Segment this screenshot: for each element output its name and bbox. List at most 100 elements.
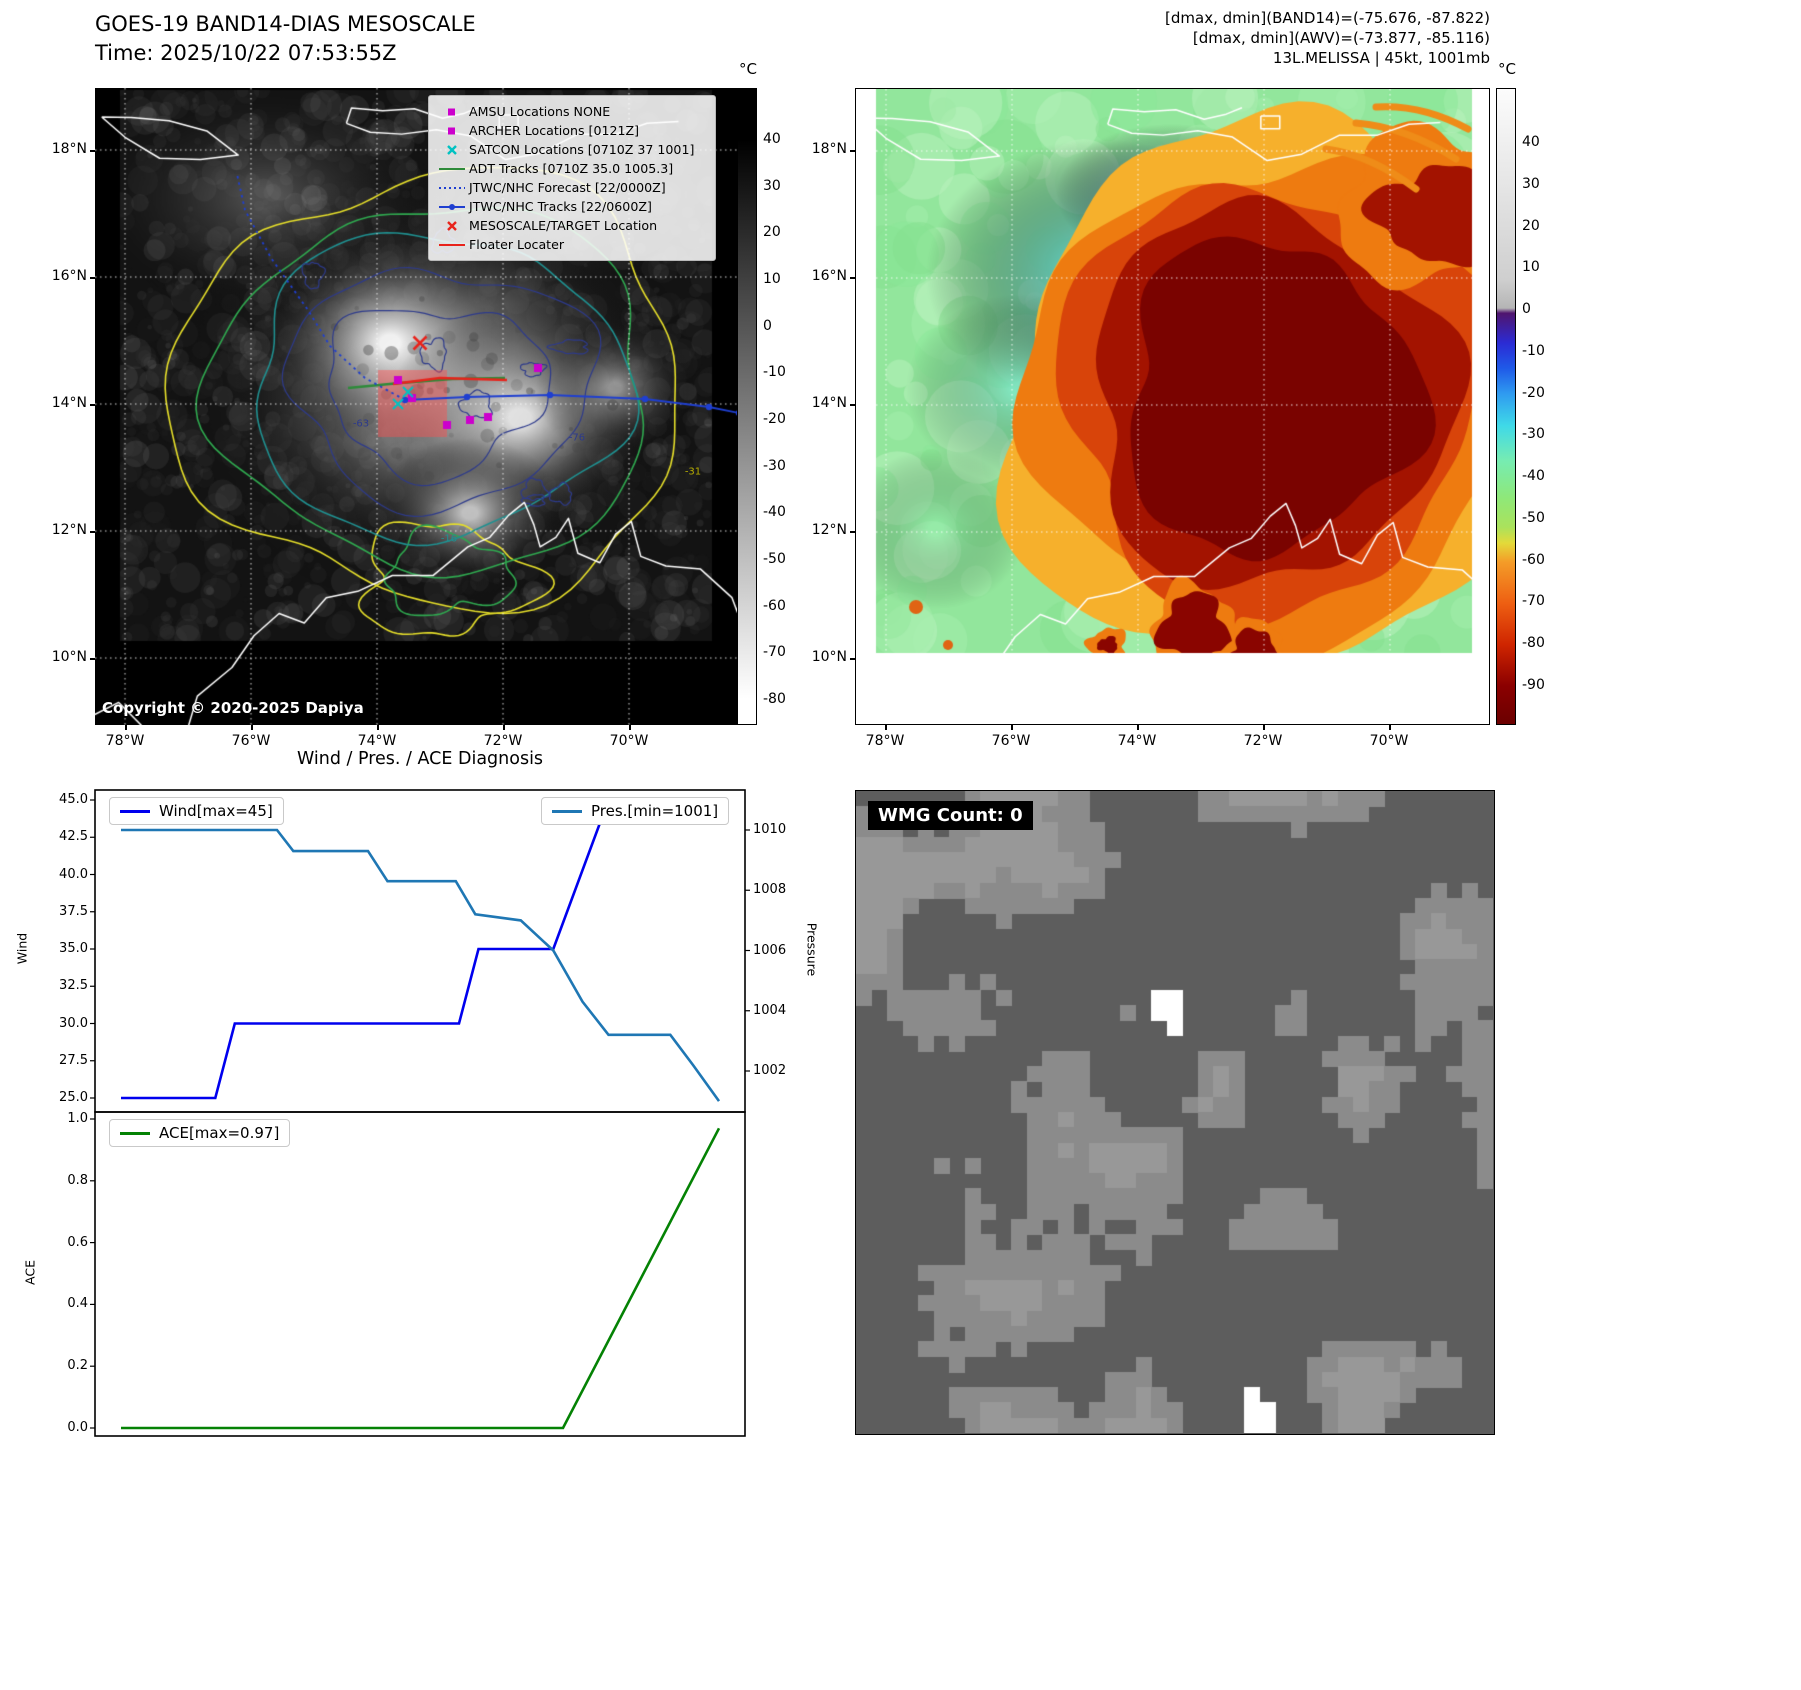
diagnosis-title: Wind / Pres. / ACE Diagnosis (296, 749, 544, 769)
awv-colorbar-tick-label: -40 (1522, 468, 1545, 484)
pressure-tick-label: 1010 (753, 822, 787, 837)
square-magenta-icon (437, 105, 469, 119)
legend-item-label: JTWC/NHC Tracks [22/0600Z] (469, 199, 652, 214)
awv-lat-tick-label: 14°N (811, 395, 847, 411)
band14-colorbar-tick-label: -80 (763, 691, 786, 707)
awv-lon-tick-label: 72°W (1243, 733, 1283, 749)
legend-item: JTWC/NHC Tracks [22/0600Z] (437, 197, 707, 216)
ace-tick-label: 0.2 (67, 1358, 88, 1373)
awv-lon-tick-mark (1263, 725, 1265, 730)
legend-item: MESOSCALE/TARGET Location (437, 216, 707, 235)
legend-item: JTWC/NHC Forecast [22/0000Z] (437, 178, 707, 197)
awv-lon-tick-label: 70°W (1369, 733, 1409, 749)
pressure-tick-label: 1002 (753, 1063, 787, 1078)
band14-lon-tick-mark (503, 725, 505, 730)
ace-axis-label: ACE (22, 1260, 38, 1285)
x-red-icon (437, 219, 469, 233)
awv-colorbar (1496, 88, 1516, 725)
band14-colorbar-tick-label: -30 (763, 458, 786, 474)
contour-label: -16 (440, 533, 458, 545)
copyright-text: Copyright © 2020-2025 Dapiya (102, 699, 364, 717)
ace-line-sample-icon (120, 1131, 150, 1135)
band14-lat-tick-mark (90, 150, 95, 152)
awv-lat-tick-label: 16°N (811, 268, 847, 284)
storm-status-line: 13L.MELISSA | 45kt, 1001mb (1272, 49, 1490, 67)
wind-tick-label: 35.0 (59, 941, 88, 956)
band14-colorbar-tick-label: -60 (763, 598, 786, 614)
pressure-tick-label: 1008 (753, 882, 787, 897)
awv-lat-tick-mark (850, 404, 855, 406)
legend-item: Floater Locater (437, 235, 707, 254)
band14-lat-tick-label: 14°N (51, 395, 87, 411)
legend-item-label: SATCON Locations [0710Z 37 1001] (469, 142, 695, 157)
awv-colorbar-tick-label: 40 (1522, 134, 1540, 150)
dmax-dmin-awv-line: [dmax, dmin](AWV)=(-73.877, -85.116) (1192, 29, 1490, 47)
line-green-icon (437, 162, 469, 176)
wind-tick-label: 27.5 (59, 1053, 88, 1068)
pressure-line-sample-icon (552, 809, 582, 813)
awv-colorbar-tick-label: -70 (1522, 593, 1545, 609)
awv-colorbar-tick-label: 0 (1522, 301, 1531, 317)
contour-label: -76 (568, 432, 586, 444)
band14-colorbar-tick-label: -20 (763, 411, 786, 427)
awv-colorbar-tick-label: -50 (1522, 510, 1545, 526)
band14-lat-tick-mark (90, 404, 95, 406)
band14-lon-tick-label: 78°W (105, 733, 145, 749)
wmg-count-label: WMG Count: 0 (868, 801, 1033, 830)
awv-lat-tick-label: 18°N (811, 141, 847, 157)
wind-axis-label: Wind (14, 932, 30, 965)
legend-item: ARCHER Locations [0121Z] (437, 121, 707, 140)
ace-tick-label: 1.0 (67, 1111, 88, 1126)
ace-tick-label: 0.6 (67, 1235, 88, 1250)
x-cyan-icon (437, 143, 469, 157)
band14-lon-tick-label: 76°W (231, 733, 271, 749)
wind-tick-label: 45.0 (59, 792, 88, 807)
contour-label: -31 (684, 466, 702, 478)
awv-lon-tick-mark (1137, 725, 1139, 730)
contour-label: -63 (352, 418, 370, 430)
band14-lat-tick-mark (90, 658, 95, 660)
awv-lat-tick-label: 10°N (811, 649, 847, 665)
wind-line-sample-icon (120, 809, 150, 813)
band14-colorbar-tick-label: 0 (763, 318, 772, 334)
wind-tick-label: 32.5 (59, 978, 88, 993)
pressure-tick-label: 1006 (753, 943, 787, 958)
wind-tick-label: 40.0 (59, 867, 88, 882)
band14-lon-tick-mark (377, 725, 379, 730)
band14-map: -76 -63 -31 -16 AMSU Locations NONE ARCHER L… (95, 88, 737, 725)
band14-colorbar-tick-label: 40 (763, 131, 781, 147)
wmg-panel: WMG Count: 0 (855, 790, 1495, 1435)
awv-satellite-image (856, 89, 1489, 724)
awv-lat-tick-label: 12°N (811, 522, 847, 538)
square-magenta-icon (437, 124, 469, 138)
line-red-icon (437, 238, 469, 252)
band14-lon-tick-mark (251, 725, 253, 730)
line-dot-blue-icon (437, 200, 469, 214)
dotted-blue-icon (437, 181, 469, 195)
band14-lat-tick-mark (90, 277, 95, 279)
legend-item-label: Floater Locater (469, 237, 565, 252)
band14-colorbar-unit: °C (739, 60, 757, 78)
legend-item-label: ADT Tracks [0710Z 35.0 1005.3] (469, 161, 674, 176)
awv-lat-tick-mark (850, 150, 855, 152)
awv-colorbar-tick-label: -90 (1522, 677, 1545, 693)
ace-tick-label: 0.8 (67, 1173, 88, 1188)
band14-title: GOES-19 BAND14-DIAS MESOSCALE (95, 12, 476, 36)
pressure-legend: Pres.[min=1001] (541, 797, 730, 825)
wmg-grid-image (856, 791, 1493, 1433)
legend-item: SATCON Locations [0710Z 37 1001] (437, 140, 707, 159)
awv-colorbar-tick-label: -30 (1522, 426, 1545, 442)
band14-colorbar-tick-label: 10 (763, 271, 781, 287)
ace-legend-label: ACE[max=0.97] (159, 1124, 280, 1142)
awv-map (855, 88, 1490, 725)
band14-colorbar-tick-label: -70 (763, 644, 786, 660)
awv-lon-tick-label: 74°W (1117, 733, 1157, 749)
awv-header: [dmax, dmin](BAND14)=(-75.676, -87.822) … (950, 8, 1490, 68)
awv-lon-tick-label: 78°W (865, 733, 905, 749)
band14-lat-tick-label: 18°N (51, 141, 87, 157)
ace-tick-label: 0.0 (67, 1420, 88, 1435)
band14-colorbar-tick-label: 20 (763, 224, 781, 240)
awv-colorbar-tick-label: 20 (1522, 218, 1540, 234)
awv-lon-tick-mark (1389, 725, 1391, 730)
